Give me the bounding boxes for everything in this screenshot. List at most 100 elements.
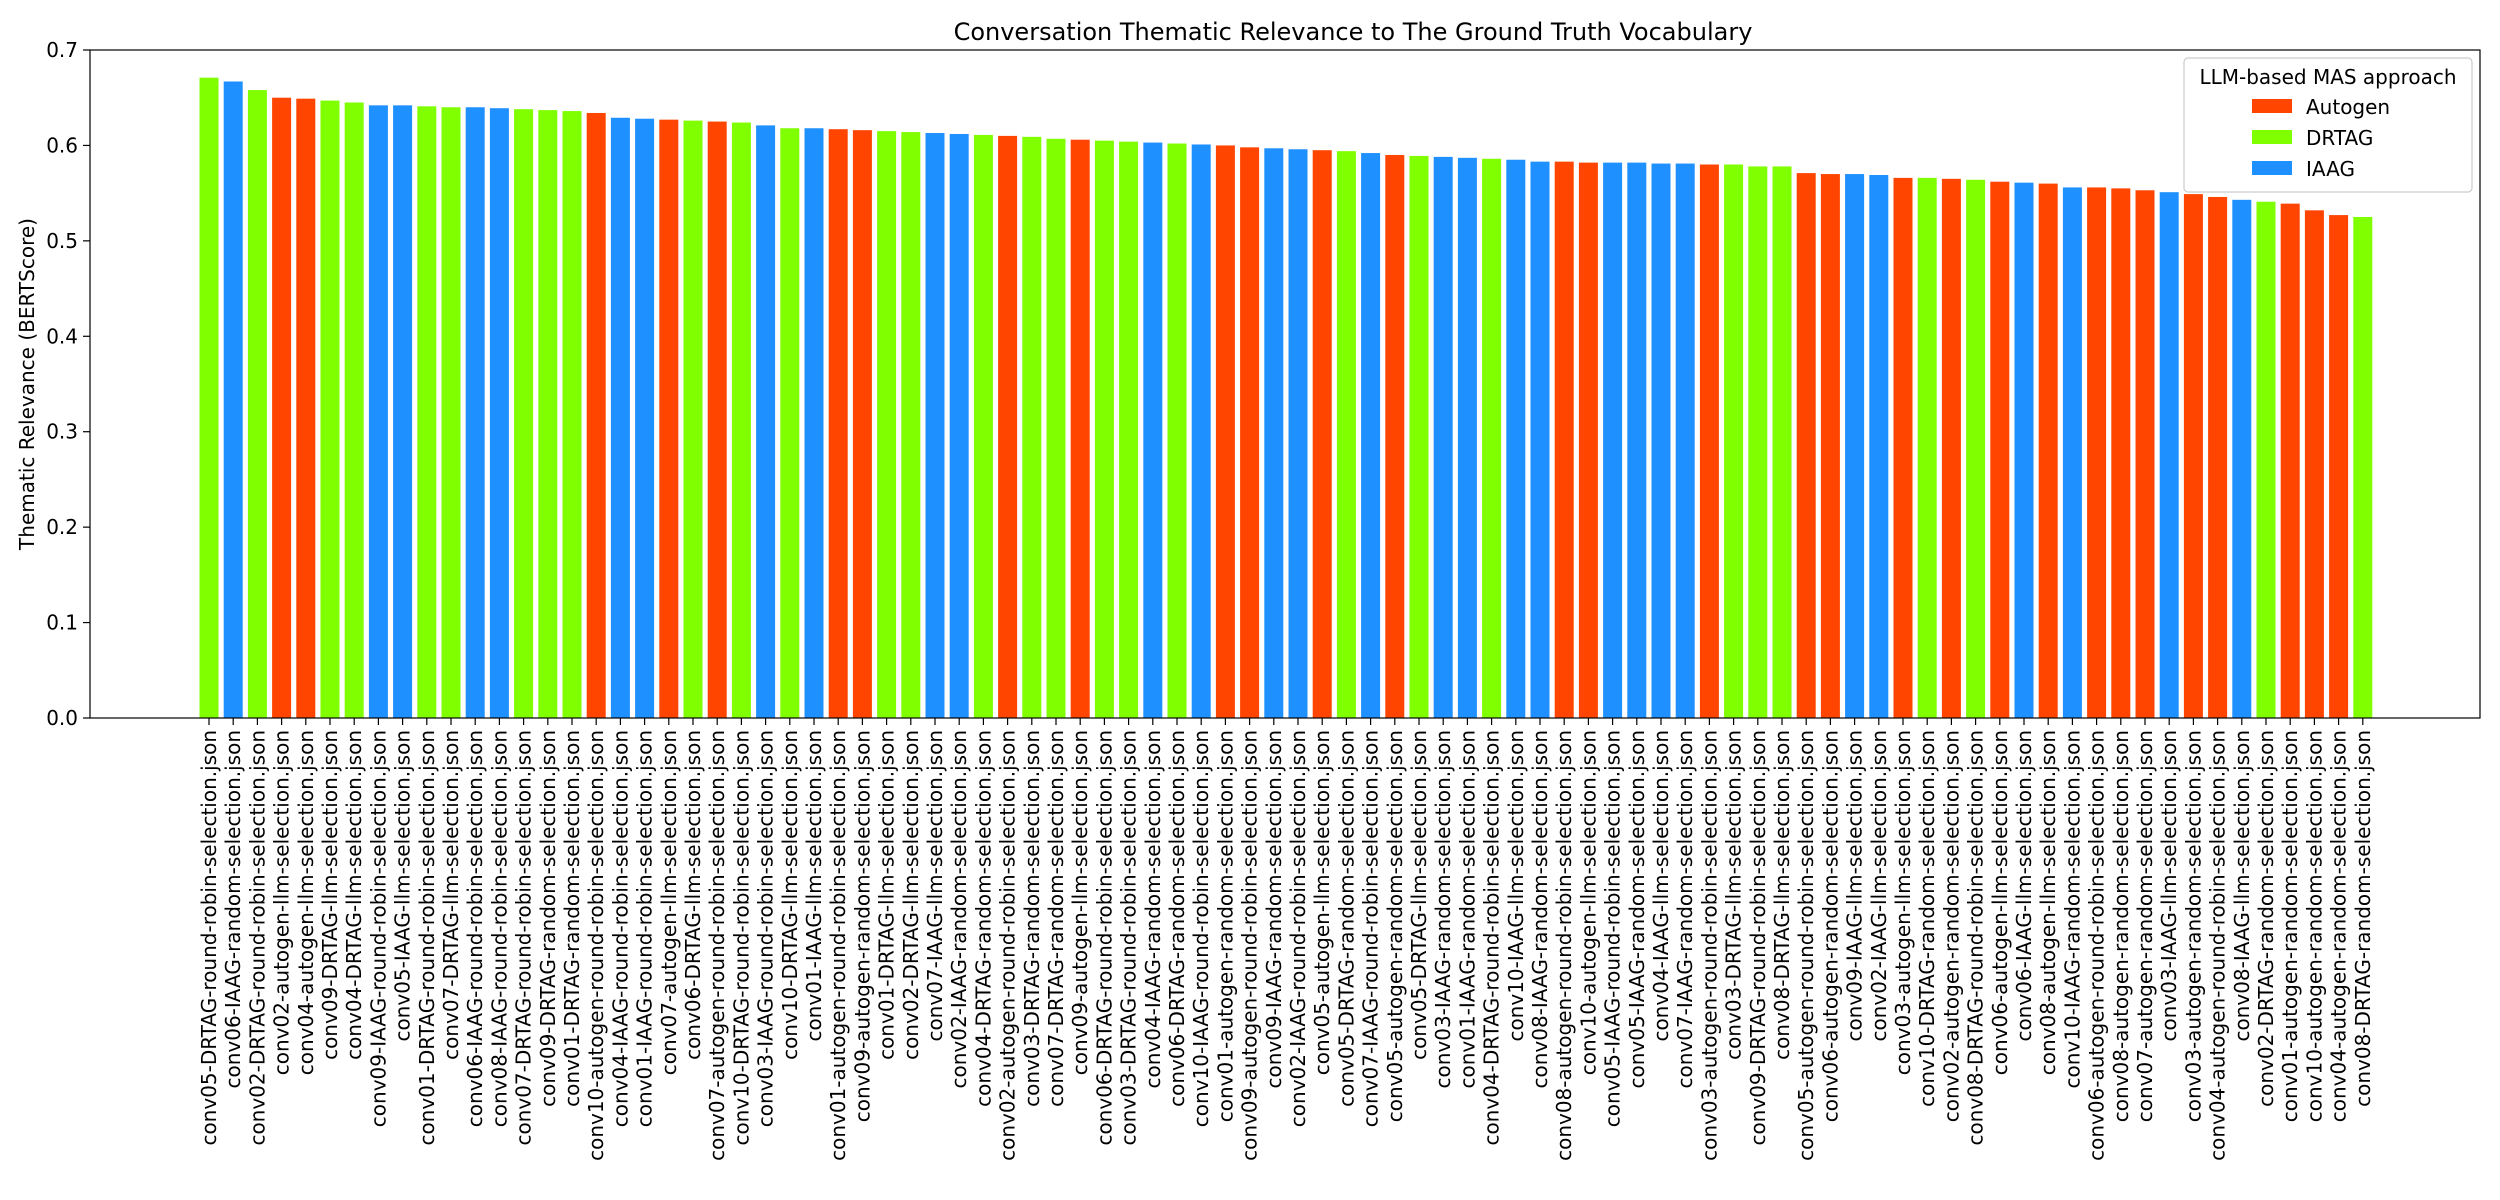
bar: [1748, 166, 1768, 719]
bar: [393, 105, 413, 719]
bar: [998, 135, 1018, 718]
x-tick-label: conv01-autogen-round-robin-selection.jso…: [826, 730, 850, 1161]
bar: [1941, 178, 1961, 718]
bar: [344, 102, 364, 719]
bar: [1820, 174, 1840, 718]
bar: [272, 97, 292, 718]
bar: [1796, 173, 1816, 719]
bar: [2329, 215, 2349, 718]
x-tick-label: conv10-autogen-round-robin-selection.jso…: [584, 730, 608, 1161]
legend-label-drtag: DRTAG: [2306, 126, 2373, 150]
bar: [320, 100, 340, 718]
x-tick-label: conv01-DRTAG-random-selection.json: [560, 730, 584, 1107]
x-tick-label: conv02-DRTAG-random-selection.json: [2254, 730, 2278, 1107]
x-tick-label: conv07-DRTAG-random-selection.json: [1044, 730, 1068, 1107]
x-tick-label: conv09-DRTAG-llm-selection.json: [318, 730, 342, 1060]
y-axis-label: Thematic Relevance (BERTScore): [15, 218, 39, 551]
legend-swatch-drtag: [2252, 130, 2292, 144]
bar: [2135, 190, 2155, 718]
bar: [538, 110, 558, 719]
x-tick-label: conv04-autogen-random-selection.json: [2327, 730, 2351, 1122]
x-tick-label: conv09-autogen-round-robin-selection.jso…: [1238, 730, 1262, 1161]
plot-frame: [89, 49, 2481, 719]
bar: [1675, 163, 1695, 718]
bar: [441, 107, 461, 718]
bar: [852, 130, 872, 718]
bar: [2111, 188, 2131, 718]
x-tick-label: conv05-autogen-round-robin-selection.jso…: [1794, 730, 1818, 1161]
x-tick-label: conv04-autogen-llm-selection.json: [294, 730, 318, 1075]
bar: [1699, 164, 1719, 718]
x-tick-label: conv01-IAAG-round-robin-selection.json: [633, 730, 657, 1127]
x-tick-label: conv07-IAAG-llm-selection.json: [923, 730, 947, 1042]
x-tick-label: conv08-IAAG-round-robin-selection.json: [487, 730, 511, 1127]
x-tick-label: conv10-IAAG-random-selection.json: [2060, 730, 2084, 1089]
bar: [1361, 153, 1381, 718]
legend-swatch-iaag: [2252, 161, 2292, 175]
x-tick-label: conv04-autogen-round-robin-selection.jso…: [2206, 730, 2230, 1161]
x-tick-label: conv07-autogen-random-selection.json: [2133, 730, 2157, 1122]
x-tick-label: conv05-IAAG-random-selection.json: [1625, 730, 1649, 1089]
y-tick-label: 0.4: [46, 324, 78, 348]
x-tick-label: conv07-autogen-round-robin-selection.jso…: [705, 730, 729, 1161]
bar: [2062, 187, 2082, 719]
bar: [2353, 217, 2373, 718]
x-tick-label: conv09-IAAG-llm-selection.json: [1843, 730, 1867, 1042]
y-tick-label: 0.2: [46, 515, 78, 539]
y-tick-label: 0.3: [46, 420, 78, 444]
bar: [1070, 139, 1090, 718]
bar: [1457, 157, 1477, 718]
bar: [1336, 151, 1356, 718]
bar: [804, 128, 824, 718]
x-tick-label: conv08-autogen-random-selection.json: [2109, 730, 2133, 1122]
bar: [610, 117, 630, 718]
x-tick-label: conv04-DRTAG-round-robin-selection.json: [1480, 730, 1504, 1146]
x-tick-label: conv07-DRTAG-round-robin-selection.json: [512, 730, 536, 1146]
x-tick-label: conv03-autogen-round-robin-selection.jso…: [1697, 730, 1721, 1161]
bar: [2038, 183, 2058, 719]
bar: [2183, 194, 2203, 719]
x-tick-label: conv02-autogen-random-selection.json: [1939, 730, 1963, 1122]
bar: [489, 108, 509, 718]
x-tick-label: conv07-autogen-llm-selection.json: [657, 730, 681, 1075]
bar: [1433, 156, 1453, 718]
x-tick-label: conv04-IAAG-llm-selection.json: [1649, 730, 1673, 1042]
x-tick-label: conv10-autogen-random-selection.json: [2302, 730, 2326, 1122]
bar: [1869, 175, 1889, 718]
bar: [683, 120, 703, 719]
bar: [296, 98, 316, 719]
chart-title: Conversation Thematic Relevance to The G…: [954, 18, 1753, 46]
x-tick-label: conv03-IAAG-random-selection.json: [1431, 730, 1455, 1089]
bar: [659, 119, 679, 718]
bar: [247, 90, 267, 718]
x-tick-label: conv01-autogen-random-selection.json: [2278, 730, 2302, 1122]
bar: [1409, 155, 1429, 718]
x-tick-label: conv07-IAAG-round-robin-selection.json: [1359, 730, 1383, 1127]
x-tick-label: conv08-IAAG-random-selection.json: [1528, 730, 1552, 1089]
bar: [1240, 147, 1260, 719]
bar: [1385, 154, 1405, 719]
bar: [586, 112, 606, 719]
bar: [1119, 141, 1139, 719]
x-tick-label: conv03-IAAG-llm-selection.json: [2157, 730, 2181, 1042]
legend-swatch-autogen: [2252, 99, 2292, 113]
x-tick-label: conv10-DRTAG-llm-selection.json: [778, 730, 802, 1060]
bar: [1627, 162, 1647, 719]
x-tick-label: conv02-DRTAG-round-robin-selection.json: [245, 730, 269, 1146]
bar: [1264, 148, 1284, 719]
y-tick-label: 0.0: [46, 706, 78, 730]
bar: [1482, 158, 1502, 719]
x-tick-label: conv03-IAAG-round-robin-selection.json: [754, 730, 778, 1127]
x-tick-label: conv08-autogen-llm-selection.json: [2036, 730, 2060, 1075]
x-tick-label: conv09-DRTAG-random-selection.json: [536, 730, 560, 1107]
bar: [1772, 166, 1792, 719]
bar: [1845, 174, 1865, 718]
x-tick-label: conv06-IAAG-round-robin-selection.json: [463, 730, 487, 1127]
bar: [417, 106, 437, 719]
x-tick-label: conv01-autogen-random-selection.json: [1213, 730, 1237, 1122]
x-tick-label: conv09-IAAG-random-selection.json: [1262, 730, 1286, 1089]
x-tick-label: conv05-DRTAG-llm-selection.json: [1407, 730, 1431, 1060]
bar: [2208, 196, 2228, 718]
bar: [925, 133, 945, 718]
y-tick-label: 0.5: [46, 229, 78, 253]
